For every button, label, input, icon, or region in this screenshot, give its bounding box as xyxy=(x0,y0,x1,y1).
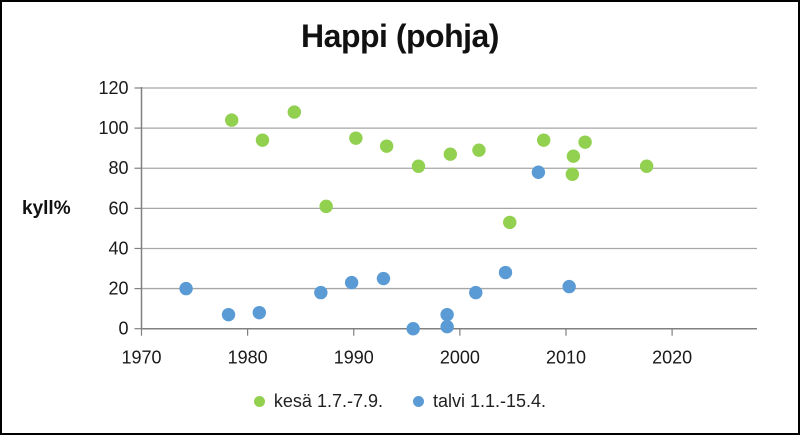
talvi-point xyxy=(252,305,266,320)
x-tick-label: 2000 xyxy=(440,348,480,368)
legend-item-kesa: kesä 1.7.-7.9. xyxy=(253,391,383,412)
talvi-point xyxy=(406,322,420,336)
kesa-point xyxy=(578,135,592,149)
x-tick-label: 2020 xyxy=(652,348,692,368)
x-tick-label: 1990 xyxy=(334,348,374,368)
kesa-marker-icon xyxy=(253,396,265,407)
kesa-point xyxy=(255,133,270,147)
talvi-point xyxy=(344,275,359,290)
x-tick-label: 1970 xyxy=(121,348,161,368)
kesa-point xyxy=(472,143,486,157)
talvi-point xyxy=(440,307,454,322)
talvi-point xyxy=(531,165,546,179)
y-tick-label: 80 xyxy=(108,158,128,178)
kesa-point xyxy=(566,149,581,163)
x-tick-label: 2010 xyxy=(546,348,586,368)
talvi-point xyxy=(179,281,193,296)
kesa-point xyxy=(565,167,580,181)
talvi-point xyxy=(314,285,328,300)
talvi-marker-icon xyxy=(413,396,424,407)
kesa-point xyxy=(536,133,551,147)
chart-title: Happi (pohja) xyxy=(301,18,499,54)
kesa-point xyxy=(319,199,333,214)
talvi-point xyxy=(221,307,236,322)
legend-label-talvi: talvi 1.1.-15.4. xyxy=(433,391,547,411)
talvi-point xyxy=(376,271,391,286)
legend-item-talvi: talvi 1.1.-15.4. xyxy=(413,391,546,412)
y-axis-label: kyll% xyxy=(22,198,71,219)
y-tick-label: 100 xyxy=(98,118,128,138)
y-tick-label: 20 xyxy=(108,279,128,299)
y-tick-label: 60 xyxy=(108,198,128,218)
kesa-point xyxy=(503,215,517,230)
talvi-point xyxy=(469,285,483,300)
kesa-point xyxy=(287,105,302,119)
legend-label-kesa: kesä 1.7.-7.9. xyxy=(273,391,383,411)
talvi-point xyxy=(440,319,454,334)
y-tick-label: 40 xyxy=(108,238,128,258)
kesa-point xyxy=(225,113,239,127)
kesa-point xyxy=(349,131,363,145)
x-tick-label: 1980 xyxy=(228,348,268,368)
legend: kesä 1.7.-7.9. talvi 1.1.-15.4. xyxy=(2,391,798,412)
y-tick-label: 0 xyxy=(118,319,128,339)
kesa-point xyxy=(411,159,426,173)
kesa-point xyxy=(379,139,394,153)
kesa-point xyxy=(443,147,458,161)
talvi-point xyxy=(562,279,576,294)
kesa-point xyxy=(639,159,654,173)
y-tick-label: 120 xyxy=(98,78,128,98)
talvi-point xyxy=(498,265,513,280)
